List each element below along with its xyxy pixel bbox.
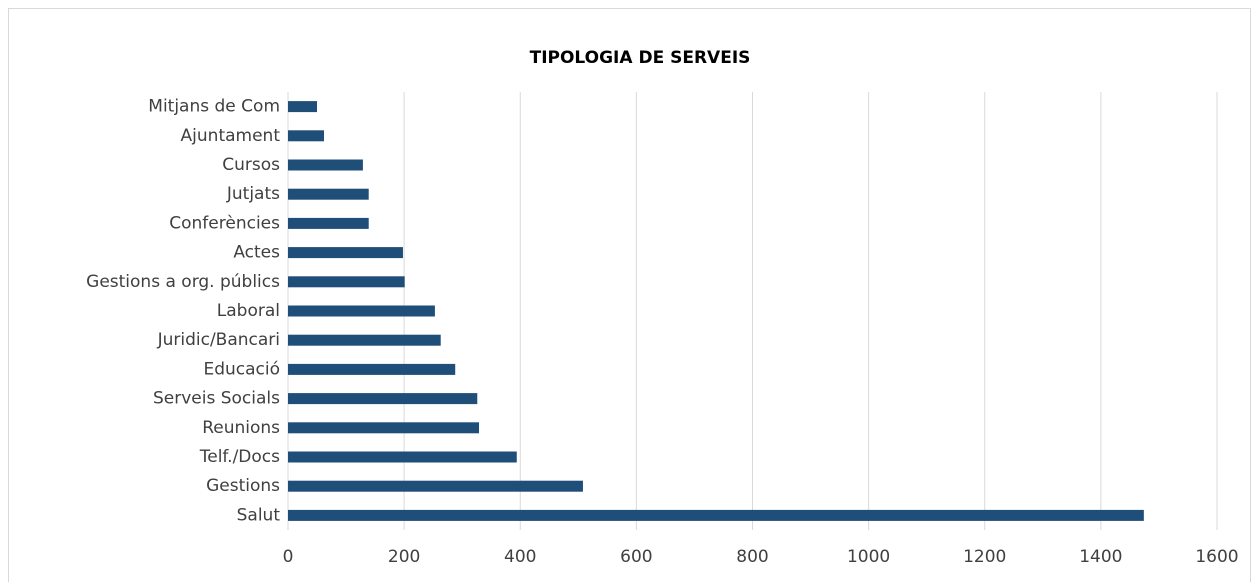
bar: [288, 101, 318, 113]
y-tick-label: Telf./Docs: [199, 447, 280, 467]
y-tick-label: Gestions a org. públics: [86, 272, 280, 292]
y-tick-label: Gestions: [206, 476, 280, 496]
y-tick-label: Mitjans de Com: [148, 97, 280, 117]
y-tick-label: Juridic/Bancari: [157, 330, 280, 350]
x-tick-label: 600: [620, 547, 652, 567]
bar: [288, 422, 480, 434]
y-tick-label: Ajuntament: [181, 126, 281, 146]
y-tick-label: Actes: [233, 243, 280, 263]
x-tick-label: 1400: [1079, 547, 1122, 567]
x-tick-label: 0: [283, 547, 294, 567]
bar: [288, 509, 1144, 521]
bar: [288, 188, 369, 200]
y-tick-label: Conferències: [169, 213, 280, 233]
bar: [288, 217, 369, 229]
bar: [288, 363, 456, 375]
bar: [288, 305, 435, 317]
x-tick-label: 200: [388, 547, 420, 567]
bar: [288, 276, 405, 288]
bar: [288, 247, 403, 259]
x-tick-label: 800: [736, 547, 768, 567]
bar: [288, 451, 517, 463]
bar: [288, 334, 441, 346]
chart-frame: [8, 8, 1251, 582]
x-tick-label: 1000: [847, 547, 890, 567]
bar: [288, 393, 478, 405]
chart-title: TIPOLOGIA DE SERVEIS: [530, 48, 751, 68]
y-tick-label: Cursos: [222, 155, 280, 175]
y-tick-label: Jutjats: [226, 184, 280, 204]
y-tick-label: Educació: [203, 359, 280, 379]
x-tick-label: 1200: [963, 547, 1006, 567]
y-tick-label: Serveis Socials: [153, 389, 280, 409]
x-tick-label: 400: [504, 547, 536, 567]
bar: [288, 480, 583, 492]
x-tick-label: 1600: [1195, 547, 1238, 567]
y-tick-label: Laboral: [217, 301, 280, 321]
y-tick-label: Reunions: [202, 418, 280, 438]
bar: [288, 159, 363, 171]
bar: [288, 130, 324, 142]
y-tick-label: Salut: [237, 505, 281, 525]
